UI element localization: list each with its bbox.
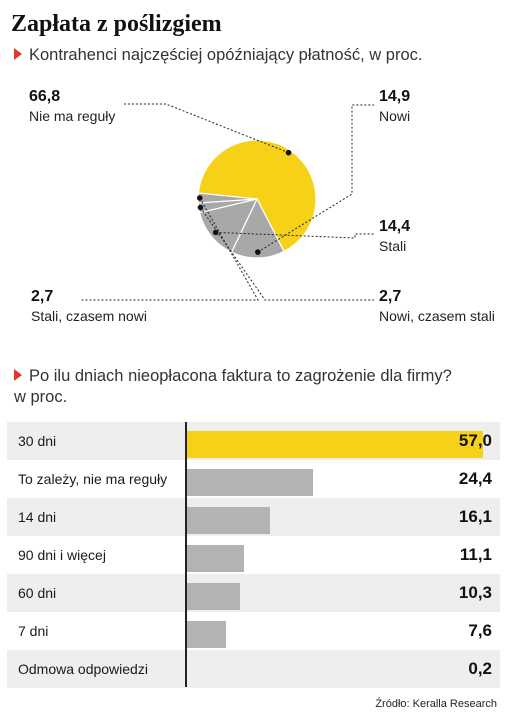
- bar-subtitle-line2: w proc.: [14, 388, 68, 406]
- pie-value-nowi: 14,9: [379, 88, 411, 105]
- leader-line: [80, 197, 259, 301]
- bar-mark: [186, 507, 270, 534]
- bar-row: 60 dni 10,3: [7, 574, 500, 612]
- pie-label-stali-czasem-nowi: 2,7 Stali, czasem nowi: [31, 288, 147, 324]
- pie-value-stali: 14,4: [379, 218, 411, 235]
- bar-category-label: 60 dni: [18, 585, 57, 601]
- source-note: Źródło: Keralla Research: [375, 698, 497, 710]
- pie-category-nowi: Nowi: [379, 108, 411, 124]
- bar-chart: 30 dni 57,0 To zależy, nie ma reguły 24,…: [7, 422, 500, 688]
- bar-mark: [186, 583, 240, 610]
- bar-row: 7 dni 7,6: [7, 612, 500, 650]
- pie-slice-nie-ma-reguły: [197, 139, 317, 253]
- bar-row: Odmowa odpowiedzi 0,2: [7, 650, 500, 688]
- leader-dot: [285, 149, 292, 156]
- leader-dot: [197, 204, 204, 211]
- pie-category-stali-czasem-nowi: Stali, czasem nowi: [31, 308, 147, 324]
- bar-category-label: 90 dni i więcej: [18, 547, 106, 563]
- bar-mark: [186, 469, 314, 496]
- triangle-marker-icon: [14, 48, 22, 60]
- bar-mark: [186, 431, 483, 458]
- bar-category-label: Odmowa odpowiedzi: [18, 661, 148, 677]
- bar-category-label: To zależy, nie ma reguły: [18, 471, 168, 487]
- bar-value-label: 24,4: [458, 469, 492, 488]
- leader-dot: [196, 195, 203, 201]
- pie-value-stali-czasem-nowi: 2,7: [31, 288, 54, 305]
- chart-title: Zapłata z poślizgiem: [11, 11, 222, 37]
- pie-label-nowi-czasem-stali: 2,7 Nowi, czasem stali: [379, 288, 495, 324]
- bar-value-label: 11,1: [459, 545, 492, 564]
- pie-subtitle: Kontrahenci najczęściej opóźniający płat…: [14, 46, 422, 65]
- bar-row: To zależy, nie ma reguły 24,4: [7, 460, 500, 498]
- bar-mark: [186, 545, 244, 572]
- pie-slice-nowi: [230, 197, 285, 259]
- leader-line: [215, 231, 374, 239]
- leader-line: [200, 207, 374, 301]
- bar-axis-line: [185, 422, 187, 687]
- bar-category-label: 14 dni: [18, 509, 57, 525]
- triangle-marker-icon: [14, 369, 22, 381]
- pie-value-nie-ma-reguly: 66,8: [29, 88, 61, 105]
- bar-row: 14 dni 16,1: [7, 498, 500, 536]
- pie-chart: [80, 103, 374, 301]
- pie-label-nie-ma-reguly: 66,8 Nie ma reguły: [29, 88, 115, 124]
- pie-label-nowi: 14,9 Nowi: [379, 88, 410, 124]
- bar-value-label: 16,1: [458, 507, 492, 526]
- leader-dot: [255, 249, 261, 255]
- bar-mark: [186, 659, 188, 686]
- bar-value-label: 10,3: [458, 583, 492, 602]
- bar-value-label: 57,0: [458, 431, 492, 450]
- bar-value-label: 7,6: [468, 621, 492, 640]
- pie-value-nowi-czasem-stali: 2,7: [379, 288, 402, 305]
- bar-mark: [186, 621, 226, 648]
- bar-category-label: 7 dni: [18, 623, 49, 639]
- pie-category-nie-ma-reguly: Nie ma reguły: [29, 108, 116, 124]
- pie-category-nowi-czasem-stali: Nowi, czasem stali: [379, 308, 495, 324]
- bar-row: 30 dni 57,0: [7, 422, 500, 460]
- pie-category-stali: Stali: [379, 238, 407, 254]
- bar-subtitle: Po ilu dniach nieopłacona faktura to zag…: [14, 366, 452, 408]
- pie-label-stali: 14,4 Stali: [379, 218, 410, 254]
- bar-value-label: 0,2: [468, 659, 492, 678]
- bar-row: 90 dni i więcej 11,1: [7, 536, 500, 574]
- bar-category-label: 30 dni: [18, 433, 57, 449]
- bar-subtitle-line1: Po ilu dniach nieopłacona faktura to zag…: [29, 367, 452, 385]
- leader-dot: [212, 229, 219, 236]
- pie-subtitle-text: Kontrahenci najczęściej opóźniający płat…: [29, 46, 423, 64]
